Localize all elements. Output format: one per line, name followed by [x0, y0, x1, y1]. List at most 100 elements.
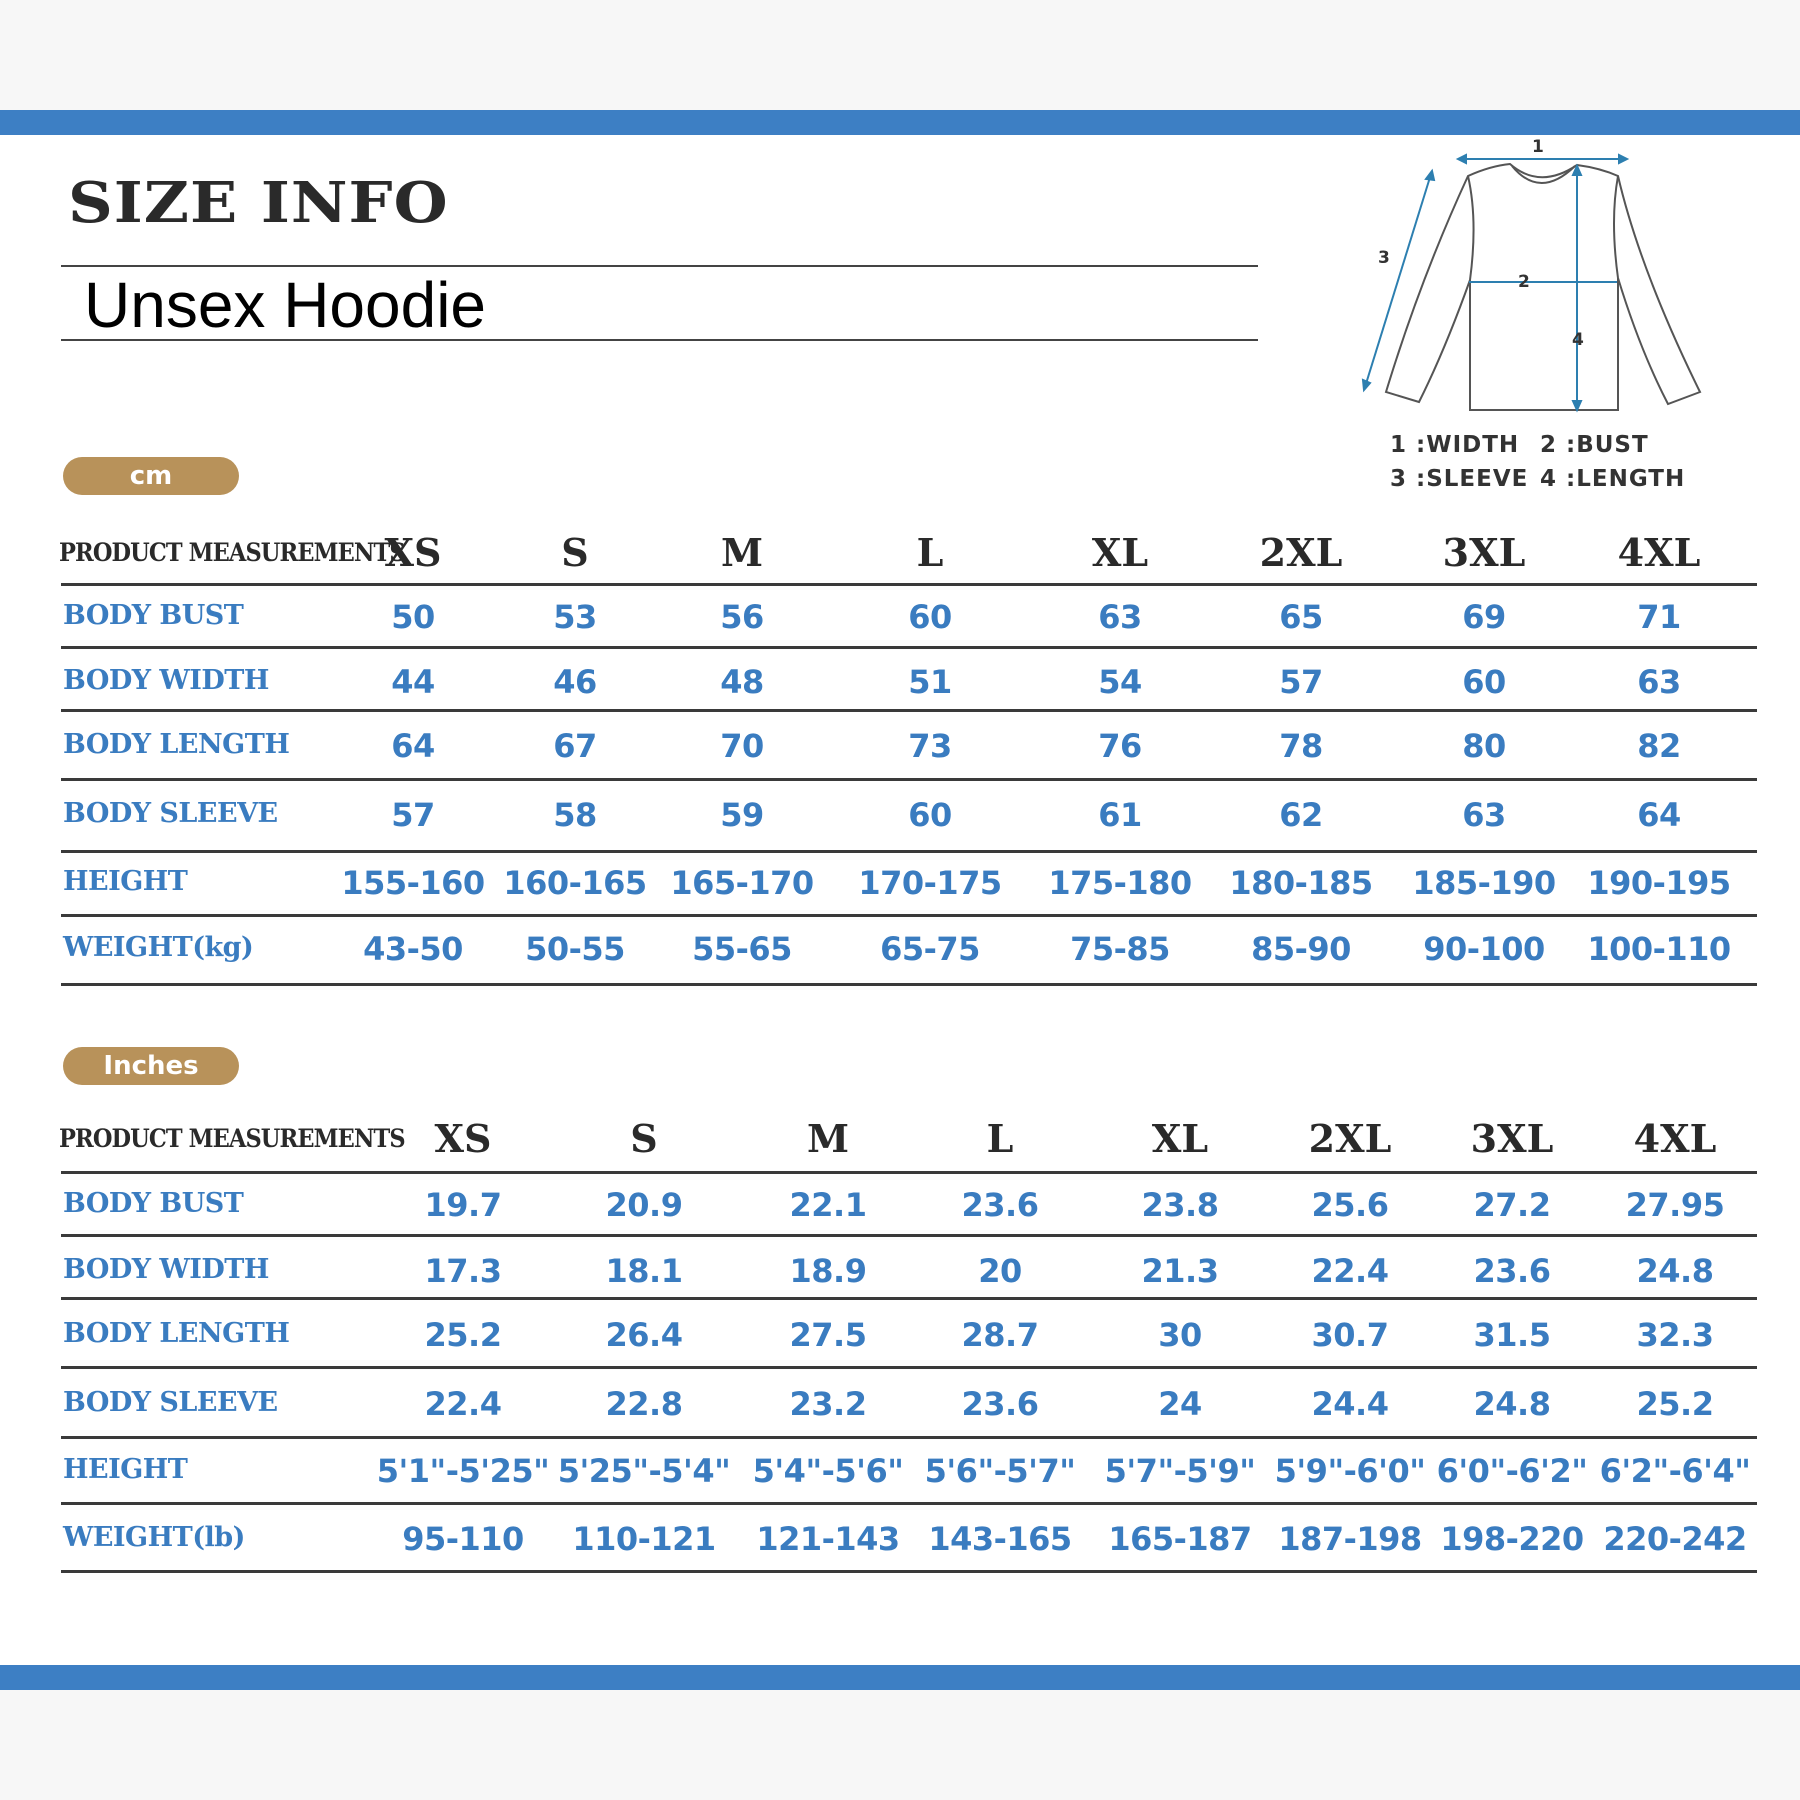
marker-1: 1: [1532, 137, 1544, 157]
page-title: SIZE INFO: [68, 169, 449, 236]
table-cell: 24.4: [1311, 1385, 1389, 1423]
table-cell: 62: [1279, 796, 1323, 834]
unit-badge-inches: Inches: [63, 1047, 239, 1085]
row-label: HEIGHT: [63, 866, 188, 897]
table-cell: 57: [391, 796, 435, 834]
header-label: PRODUCT MEASUREMENTS: [59, 1124, 406, 1153]
size-header-3xl: 3XL: [1470, 1116, 1554, 1161]
bottom-band: [0, 1665, 1800, 1690]
table-cell: 54: [1098, 663, 1142, 701]
divider: [61, 265, 1258, 267]
table-cell: 30: [1158, 1316, 1202, 1354]
table-cell: 198-220: [1440, 1520, 1584, 1558]
table-cell: 59: [720, 796, 764, 834]
table-cell: 17.3: [424, 1252, 502, 1290]
table-cell: 5'1"-5'25": [376, 1452, 550, 1490]
table-cell: 5'4"-5'6": [752, 1452, 904, 1490]
table-cell: 24.8: [1473, 1385, 1551, 1423]
table-cell: 30.7: [1311, 1316, 1389, 1354]
size-header-s: S: [561, 530, 589, 575]
table-cell: 85-90: [1251, 930, 1351, 968]
table-cell: 53: [553, 598, 597, 636]
table-cell: 27.95: [1625, 1186, 1725, 1224]
table-cell: 25.2: [424, 1316, 502, 1354]
table-cell: 73: [908, 727, 952, 765]
table-cell: 5'7"-5'9": [1104, 1452, 1256, 1490]
table-cell: 50-55: [525, 930, 625, 968]
table-cell: 187-198: [1278, 1520, 1422, 1558]
table-cell: 67: [553, 727, 597, 765]
row-label: BODY SLEEVE: [63, 1387, 278, 1418]
table-cell: 19.7: [424, 1186, 502, 1224]
table-cell: 65: [1279, 598, 1323, 636]
table-cell: 23.6: [961, 1186, 1039, 1224]
row-divider: [61, 1297, 1757, 1300]
row-divider: [61, 709, 1757, 712]
size-header-4xl: 4XL: [1633, 1116, 1717, 1161]
size-header-xl: XL: [1091, 530, 1149, 575]
table-cell: 90-100: [1423, 930, 1545, 968]
row-label: BODY BUST: [63, 600, 244, 631]
size-header-s: S: [630, 1116, 658, 1161]
table-cell: 64: [391, 727, 435, 765]
row-label: BODY LENGTH: [63, 729, 290, 760]
marker-2: 2: [1518, 272, 1530, 292]
table-cell: 51: [908, 663, 952, 701]
unit-badge-cm: cm: [63, 457, 239, 495]
table-cell: 22.8: [605, 1385, 683, 1423]
legend-bust: 2 :BUST: [1540, 432, 1649, 458]
table-cell: 5'6"-5'7": [924, 1452, 1076, 1490]
table-cell: 22.1: [789, 1186, 867, 1224]
row-divider: [61, 1171, 1757, 1174]
table-cell: 24: [1158, 1385, 1202, 1423]
table-cell: 220-242: [1603, 1520, 1747, 1558]
table-cell: 25.6: [1311, 1186, 1389, 1224]
table-cell: 31.5: [1473, 1316, 1551, 1354]
marker-3: 3: [1378, 248, 1390, 268]
table-cell: 27.2: [1473, 1186, 1551, 1224]
table-cell: 110-121: [572, 1520, 716, 1558]
size-header-m: M: [720, 530, 764, 575]
marker-4: 4: [1572, 330, 1584, 350]
table-cell: 165-170: [670, 864, 814, 902]
table-cell: 44: [391, 663, 435, 701]
table-cell: 6'0"-6'2": [1436, 1452, 1588, 1490]
legend-sleeve: 3 :SLEEVE: [1390, 466, 1529, 492]
table-cell: 76: [1098, 727, 1142, 765]
row-label: BODY LENGTH: [63, 1318, 290, 1349]
row-divider: [61, 1570, 1757, 1573]
table-cell: 58: [553, 796, 597, 834]
row-label: BODY WIDTH: [63, 1254, 269, 1285]
row-divider: [61, 1436, 1757, 1439]
table-cell: 185-190: [1412, 864, 1556, 902]
table-cell: 5'9"-6'0": [1274, 1452, 1426, 1490]
size-header-l: L: [916, 530, 944, 575]
row-divider: [61, 914, 1757, 917]
table-cell: 23.6: [961, 1385, 1039, 1423]
table-cell: 65-75: [880, 930, 980, 968]
table-cell: 61: [1098, 796, 1142, 834]
row-divider: [61, 778, 1757, 781]
legend-width: 1 :WIDTH: [1390, 432, 1520, 458]
table-cell: 22.4: [1311, 1252, 1389, 1290]
table-cell: 175-180: [1048, 864, 1192, 902]
table-cell: 20.9: [605, 1186, 683, 1224]
table-cell: 48: [720, 663, 764, 701]
size-chart-panel: [0, 135, 1800, 1665]
table-cell: 190-195: [1587, 864, 1731, 902]
size-header-xl: XL: [1151, 1116, 1209, 1161]
legend-length: 4 :LENGTH: [1540, 466, 1686, 492]
size-header-m: M: [806, 1116, 850, 1161]
table-cell: 27.5: [789, 1316, 867, 1354]
table-cell: 155-160: [341, 864, 485, 902]
table-cell: 18.9: [789, 1252, 867, 1290]
size-header-4xl: 4XL: [1617, 530, 1701, 575]
table-cell: 80: [1462, 727, 1506, 765]
top-band: [0, 110, 1800, 135]
long-sleeve-shirt-icon: 1 3 2 4 1 :WIDTH 2 :BUST 3 :SLEEVE 4 :LE…: [1340, 130, 1740, 500]
table-cell: 75-85: [1070, 930, 1170, 968]
row-label: HEIGHT: [63, 1454, 188, 1485]
row-label: BODY WIDTH: [63, 665, 269, 696]
product-name: Unsex Hoodie: [84, 269, 486, 341]
table-cell: 121-143: [756, 1520, 900, 1558]
